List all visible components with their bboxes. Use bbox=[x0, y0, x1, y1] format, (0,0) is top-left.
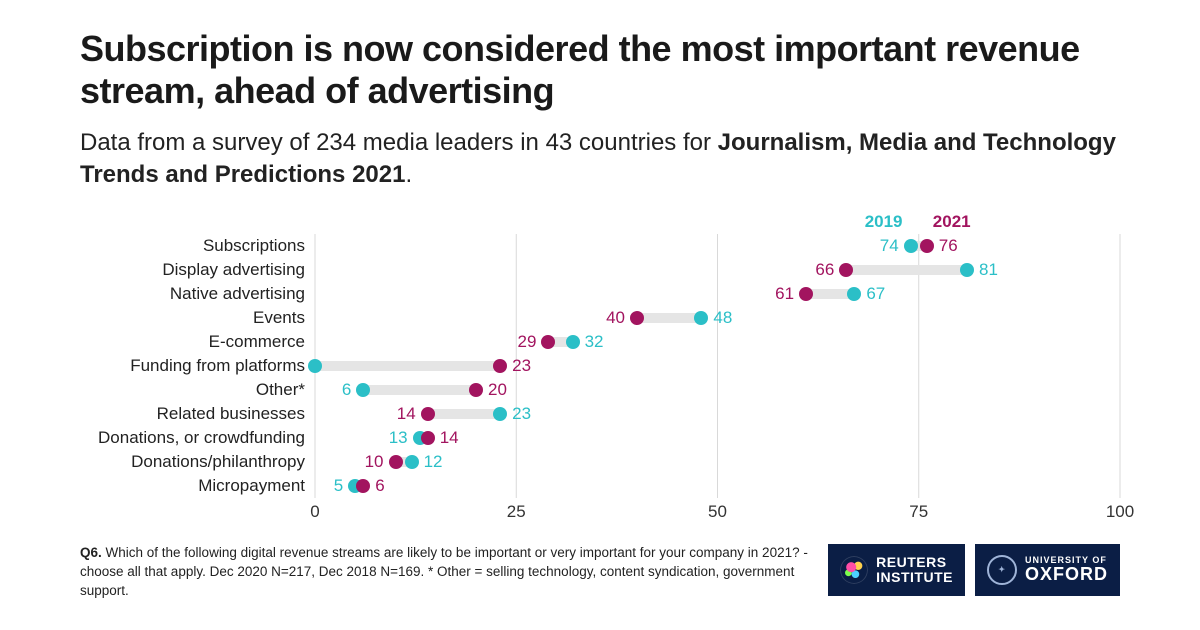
footnote-q: Q6. bbox=[80, 545, 102, 560]
value-2019: 81 bbox=[979, 258, 998, 282]
x-tick: 50 bbox=[708, 502, 727, 522]
connector bbox=[363, 385, 476, 395]
plot: 2019202174768166676148403229236202314131… bbox=[315, 210, 1120, 498]
value-2021: 14 bbox=[440, 426, 459, 450]
category-label: E-commerce bbox=[80, 330, 315, 354]
x-tick: 100 bbox=[1106, 502, 1134, 522]
value-2021: 29 bbox=[518, 330, 537, 354]
value-2021: 23 bbox=[512, 354, 531, 378]
category-label: Funding from platforms bbox=[80, 354, 315, 378]
connector bbox=[846, 265, 967, 275]
dot-2019 bbox=[566, 335, 580, 349]
dot-2019 bbox=[308, 359, 322, 373]
oxford-line2: OXFORD bbox=[1025, 565, 1108, 584]
plot-area: 2019202174768166676148403229236202314131… bbox=[315, 210, 1120, 498]
reuters-logo-text: REUTERS INSTITUTE bbox=[876, 555, 953, 584]
dot-2021 bbox=[799, 287, 813, 301]
value-2019: 12 bbox=[424, 450, 443, 474]
value-2019: 32 bbox=[585, 330, 604, 354]
legend-2019: 2019 bbox=[865, 210, 903, 234]
value-2021: 14 bbox=[397, 402, 416, 426]
dot-2021 bbox=[493, 359, 507, 373]
dot-2019 bbox=[405, 455, 419, 469]
dot-2021 bbox=[356, 479, 370, 493]
category-label: Native advertising bbox=[80, 282, 315, 306]
value-2021: 40 bbox=[606, 306, 625, 330]
dot-2021 bbox=[920, 239, 934, 253]
logos: REUTERS INSTITUTE ✦ UNIVERSITY OF OXFORD bbox=[828, 544, 1120, 596]
subtitle-pre: Data from a survey of 234 media leaders … bbox=[80, 129, 718, 156]
dot-2021 bbox=[421, 407, 435, 421]
value-2019: 6 bbox=[342, 378, 351, 402]
reuters-mark-icon bbox=[840, 556, 868, 584]
category-label: Events bbox=[80, 306, 315, 330]
dot-2019 bbox=[904, 239, 918, 253]
value-2019: 13 bbox=[389, 426, 408, 450]
dot-2021 bbox=[839, 263, 853, 277]
legend: 2019 2021 bbox=[315, 210, 1120, 234]
category-label: Donations/philanthropy bbox=[80, 450, 315, 474]
data-row: 67 61 bbox=[315, 282, 1120, 306]
oxford-crest-icon: ✦ bbox=[987, 555, 1017, 585]
value-2021: 66 bbox=[815, 258, 834, 282]
value-2019: 67 bbox=[866, 282, 885, 306]
oxford-logo-text: UNIVERSITY OF OXFORD bbox=[1025, 556, 1108, 584]
chart: SubscriptionsDisplay advertisingNative a… bbox=[80, 210, 1120, 498]
dot-2021 bbox=[469, 383, 483, 397]
data-row: 56 bbox=[315, 474, 1120, 498]
value-2019: 23 bbox=[512, 402, 531, 426]
value-2019: 74 bbox=[880, 234, 899, 258]
data-row: 32 29 bbox=[315, 330, 1120, 354]
connector bbox=[315, 361, 500, 371]
dot-2021 bbox=[541, 335, 555, 349]
data-row: 23 14 bbox=[315, 402, 1120, 426]
dot-2021 bbox=[421, 431, 435, 445]
connector bbox=[637, 313, 701, 323]
data-row: 6 20 bbox=[315, 378, 1120, 402]
value-2019: 5 bbox=[334, 474, 343, 498]
category-label: Other* bbox=[80, 378, 315, 402]
category-labels-column: SubscriptionsDisplay advertisingNative a… bbox=[80, 210, 315, 498]
value-2019: 48 bbox=[713, 306, 732, 330]
reuters-line2: INSTITUTE bbox=[876, 570, 953, 585]
x-axis: 0255075100 bbox=[315, 498, 1120, 528]
dot-2021 bbox=[630, 311, 644, 325]
footer: Q6. Which of the following digital reven… bbox=[80, 544, 1120, 601]
reuters-institute-logo: REUTERS INSTITUTE bbox=[828, 544, 965, 596]
footnote: Q6. Which of the following digital reven… bbox=[80, 544, 808, 601]
data-row: 81 66 bbox=[315, 258, 1120, 282]
footnote-text: Which of the following digital revenue s… bbox=[80, 545, 808, 598]
value-2021: 20 bbox=[488, 378, 507, 402]
subtitle-post: . bbox=[405, 161, 412, 188]
category-label: Related businesses bbox=[80, 402, 315, 426]
dot-2019 bbox=[847, 287, 861, 301]
value-2021: 10 bbox=[365, 450, 384, 474]
connector bbox=[428, 409, 500, 419]
value-2021: 61 bbox=[775, 282, 794, 306]
category-label: Donations, or crowdfunding bbox=[80, 426, 315, 450]
dot-2019 bbox=[493, 407, 507, 421]
value-2021: 76 bbox=[939, 234, 958, 258]
dot-2019 bbox=[960, 263, 974, 277]
data-row: 48 40 bbox=[315, 306, 1120, 330]
data-row: 23 bbox=[315, 354, 1120, 378]
dot-2019 bbox=[356, 383, 370, 397]
x-tick: 25 bbox=[507, 502, 526, 522]
x-tick: 75 bbox=[909, 502, 928, 522]
data-row: 74 76 bbox=[315, 234, 1120, 258]
oxford-logo: ✦ UNIVERSITY OF OXFORD bbox=[975, 544, 1120, 596]
value-2021: 6 bbox=[375, 474, 384, 498]
data-row: 13 14 bbox=[315, 426, 1120, 450]
chart-title: Subscription is now considered the most … bbox=[80, 28, 1120, 113]
dot-2019 bbox=[694, 311, 708, 325]
dot-2021 bbox=[389, 455, 403, 469]
x-tick: 0 bbox=[310, 502, 319, 522]
category-label: Micropayment bbox=[80, 474, 315, 498]
legend-2021: 2021 bbox=[933, 210, 971, 234]
reuters-line1: REUTERS bbox=[876, 555, 953, 570]
category-label: Subscriptions bbox=[80, 234, 315, 258]
chart-subtitle: Data from a survey of 234 media leaders … bbox=[80, 127, 1120, 192]
data-row: 12 10 bbox=[315, 450, 1120, 474]
category-label: Display advertising bbox=[80, 258, 315, 282]
